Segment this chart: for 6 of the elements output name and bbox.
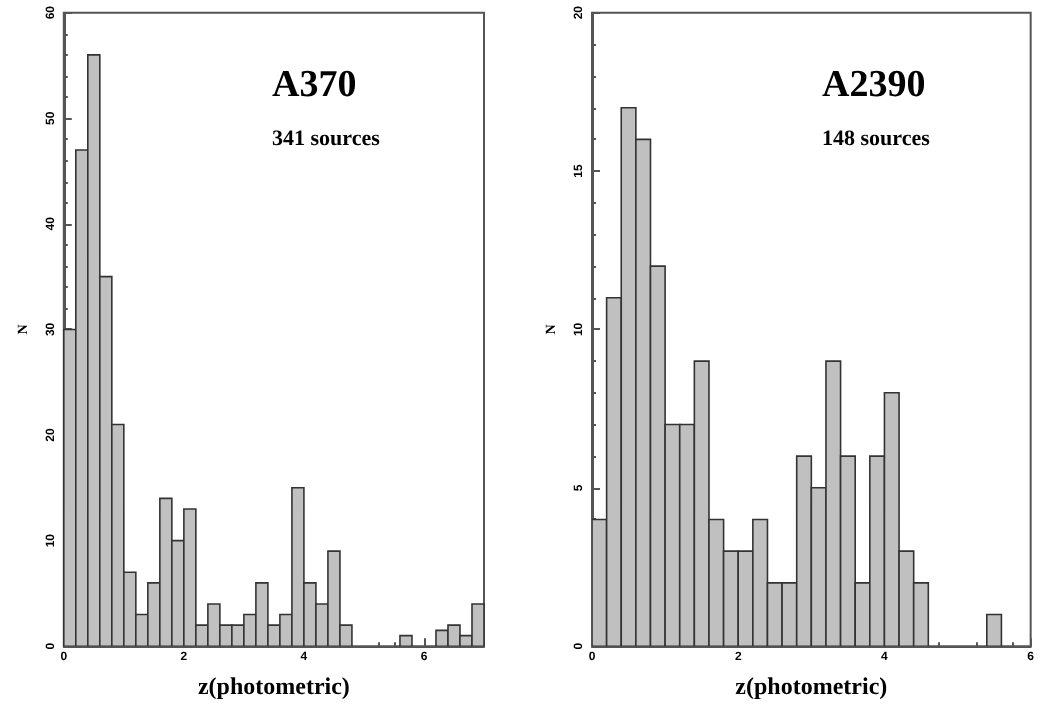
x-axis-title: z(photometric)	[197, 672, 350, 700]
text: A370	[272, 64, 357, 106]
text: A2390	[822, 64, 926, 106]
x-axis-title: z(photometric)	[735, 672, 888, 700]
text: 148 sources	[822, 127, 932, 151]
text: 341 sources	[272, 127, 382, 151]
